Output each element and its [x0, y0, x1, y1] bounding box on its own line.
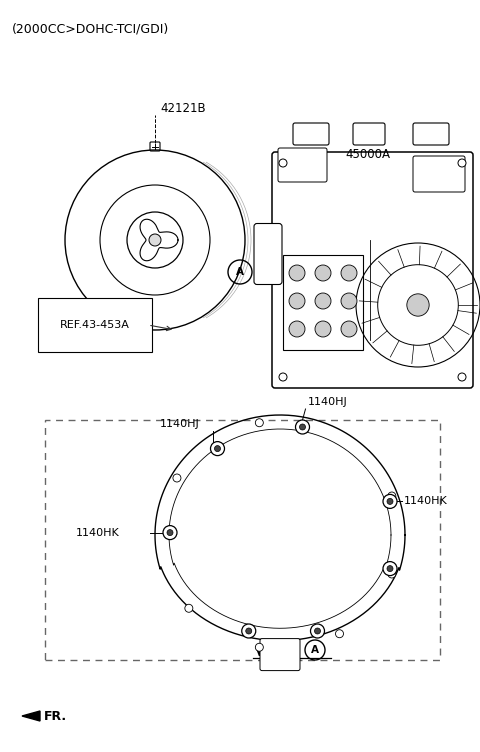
Text: 45000A: 45000A: [345, 148, 390, 161]
Circle shape: [383, 494, 397, 508]
Circle shape: [315, 265, 331, 281]
FancyBboxPatch shape: [353, 123, 385, 145]
Text: 1140HK: 1140HK: [404, 496, 448, 506]
Text: REF.43-453A: REF.43-453A: [60, 320, 130, 330]
FancyBboxPatch shape: [272, 152, 473, 388]
Circle shape: [314, 628, 321, 634]
Circle shape: [211, 441, 225, 456]
Text: 1140HK: 1140HK: [76, 528, 120, 538]
Text: 1140HJ: 1140HJ: [308, 397, 347, 407]
Circle shape: [163, 526, 177, 540]
Text: 42121B: 42121B: [160, 102, 205, 115]
FancyBboxPatch shape: [278, 148, 327, 182]
Text: FR.: FR.: [44, 709, 67, 723]
Circle shape: [173, 474, 181, 482]
Bar: [45, 420, 440, 660]
Circle shape: [246, 628, 252, 634]
Text: A: A: [236, 267, 244, 277]
FancyBboxPatch shape: [254, 223, 282, 284]
Circle shape: [296, 420, 310, 434]
Circle shape: [289, 293, 305, 309]
Circle shape: [255, 643, 264, 651]
Text: 1140HJ: 1140HJ: [160, 419, 200, 429]
Circle shape: [383, 562, 397, 575]
Circle shape: [336, 629, 344, 638]
Circle shape: [289, 265, 305, 281]
Circle shape: [387, 499, 393, 505]
Circle shape: [311, 624, 324, 638]
Text: VIEW: VIEW: [255, 645, 300, 659]
Circle shape: [388, 492, 396, 500]
FancyBboxPatch shape: [260, 638, 300, 671]
Circle shape: [458, 373, 466, 381]
FancyBboxPatch shape: [150, 142, 160, 151]
Circle shape: [215, 446, 220, 452]
Circle shape: [341, 265, 357, 281]
Circle shape: [388, 570, 396, 578]
Circle shape: [167, 529, 173, 535]
Circle shape: [315, 321, 331, 337]
Circle shape: [407, 294, 429, 316]
Circle shape: [387, 566, 393, 572]
Circle shape: [255, 419, 264, 426]
Circle shape: [458, 159, 466, 167]
Circle shape: [242, 624, 256, 638]
Circle shape: [289, 321, 305, 337]
Circle shape: [279, 373, 287, 381]
Circle shape: [185, 605, 193, 612]
Circle shape: [149, 234, 161, 246]
Circle shape: [315, 293, 331, 309]
FancyBboxPatch shape: [413, 156, 465, 192]
Circle shape: [300, 424, 305, 430]
Circle shape: [341, 321, 357, 337]
Text: (2000CC>DOHC-TCI/GDI): (2000CC>DOHC-TCI/GDI): [12, 22, 169, 35]
Polygon shape: [22, 711, 40, 721]
FancyBboxPatch shape: [413, 123, 449, 145]
Text: A: A: [311, 645, 319, 655]
Circle shape: [279, 159, 287, 167]
FancyBboxPatch shape: [293, 123, 329, 145]
Bar: [283, 255, 363, 350]
Circle shape: [341, 293, 357, 309]
